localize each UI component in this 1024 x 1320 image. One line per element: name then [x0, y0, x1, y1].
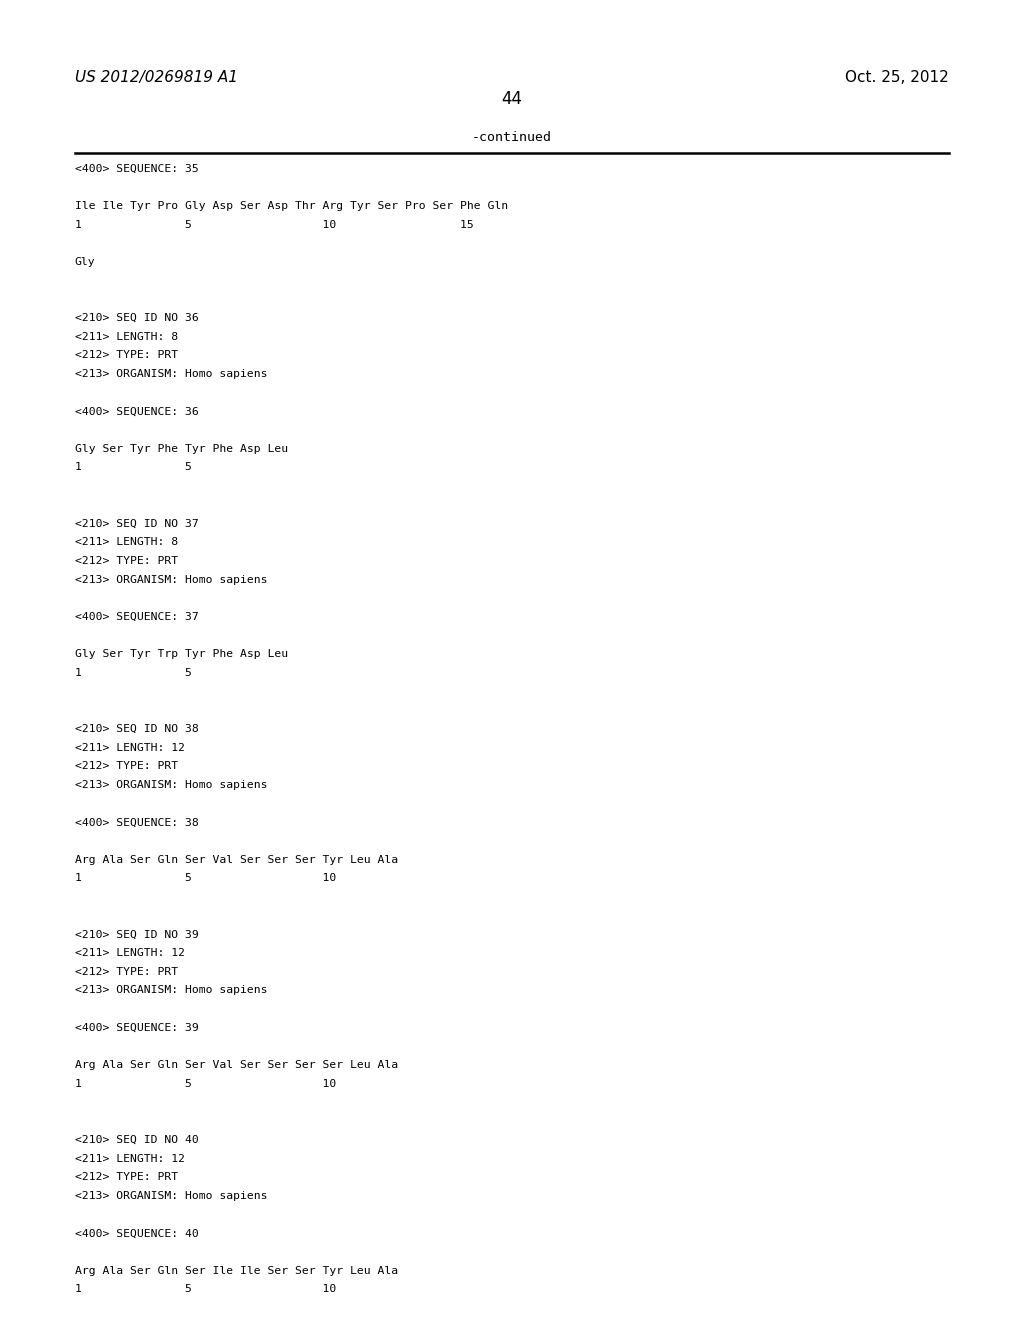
Text: <400> SEQUENCE: 37: <400> SEQUENCE: 37 [75, 612, 199, 622]
Text: <212> TYPE: PRT: <212> TYPE: PRT [75, 966, 178, 977]
Text: Arg Ala Ser Gln Ser Val Ser Ser Ser Ser Leu Ala: Arg Ala Ser Gln Ser Val Ser Ser Ser Ser … [75, 1060, 398, 1071]
Text: <212> TYPE: PRT: <212> TYPE: PRT [75, 1172, 178, 1183]
Text: <212> TYPE: PRT: <212> TYPE: PRT [75, 762, 178, 771]
Text: <400> SEQUENCE: 38: <400> SEQUENCE: 38 [75, 817, 199, 828]
Text: Arg Ala Ser Gln Ser Ile Ile Ser Ser Tyr Leu Ala: Arg Ala Ser Gln Ser Ile Ile Ser Ser Tyr … [75, 1266, 398, 1275]
Text: 1               5                   10: 1 5 10 [75, 1078, 336, 1089]
Text: 44: 44 [502, 90, 522, 108]
Text: 1               5: 1 5 [75, 668, 191, 678]
Text: <210> SEQ ID NO 38: <210> SEQ ID NO 38 [75, 723, 199, 734]
Text: <210> SEQ ID NO 40: <210> SEQ ID NO 40 [75, 1135, 199, 1144]
Text: <210> SEQ ID NO 37: <210> SEQ ID NO 37 [75, 519, 199, 528]
Text: <400> SEQUENCE: 40: <400> SEQUENCE: 40 [75, 1228, 199, 1238]
Text: Arg Ala Ser Gln Ser Val Ser Ser Ser Tyr Leu Ala: Arg Ala Ser Gln Ser Val Ser Ser Ser Tyr … [75, 854, 398, 865]
Text: Gly Ser Tyr Phe Tyr Phe Asp Leu: Gly Ser Tyr Phe Tyr Phe Asp Leu [75, 444, 288, 454]
Text: <400> SEQUENCE: 39: <400> SEQUENCE: 39 [75, 1023, 199, 1032]
Text: <210> SEQ ID NO 36: <210> SEQ ID NO 36 [75, 313, 199, 323]
Text: <212> TYPE: PRT: <212> TYPE: PRT [75, 556, 178, 566]
Text: <213> ORGANISM: Homo sapiens: <213> ORGANISM: Homo sapiens [75, 986, 267, 995]
Text: <211> LENGTH: 12: <211> LENGTH: 12 [75, 948, 184, 958]
Text: Gly Ser Tyr Trp Tyr Phe Asp Leu: Gly Ser Tyr Trp Tyr Phe Asp Leu [75, 649, 288, 659]
Text: <210> SEQ ID NO 39: <210> SEQ ID NO 39 [75, 929, 199, 940]
Text: 1               5                   10: 1 5 10 [75, 874, 336, 883]
Text: <211> LENGTH: 12: <211> LENGTH: 12 [75, 1154, 184, 1163]
Text: -continued: -continued [472, 131, 552, 144]
Text: <400> SEQUENCE: 36: <400> SEQUENCE: 36 [75, 407, 199, 416]
Text: <211> LENGTH: 12: <211> LENGTH: 12 [75, 743, 184, 752]
Text: <211> LENGTH: 8: <211> LENGTH: 8 [75, 537, 178, 548]
Text: <213> ORGANISM: Homo sapiens: <213> ORGANISM: Homo sapiens [75, 1191, 267, 1201]
Text: 1               5: 1 5 [75, 462, 191, 473]
Text: <212> TYPE: PRT: <212> TYPE: PRT [75, 350, 178, 360]
Text: Ile Ile Tyr Pro Gly Asp Ser Asp Thr Arg Tyr Ser Pro Ser Phe Gln: Ile Ile Tyr Pro Gly Asp Ser Asp Thr Arg … [75, 201, 508, 211]
Text: <213> ORGANISM: Homo sapiens: <213> ORGANISM: Homo sapiens [75, 370, 267, 379]
Text: <211> LENGTH: 8: <211> LENGTH: 8 [75, 331, 178, 342]
Text: 1               5                   10                  15: 1 5 10 15 [75, 219, 473, 230]
Text: <400> SEQUENCE: 35: <400> SEQUENCE: 35 [75, 164, 199, 174]
Text: <213> ORGANISM: Homo sapiens: <213> ORGANISM: Homo sapiens [75, 780, 267, 789]
Text: 1               5                   10: 1 5 10 [75, 1284, 336, 1295]
Text: Gly: Gly [75, 257, 95, 267]
Text: US 2012/0269819 A1: US 2012/0269819 A1 [75, 70, 238, 84]
Text: Oct. 25, 2012: Oct. 25, 2012 [846, 70, 949, 84]
Text: <213> ORGANISM: Homo sapiens: <213> ORGANISM: Homo sapiens [75, 574, 267, 585]
